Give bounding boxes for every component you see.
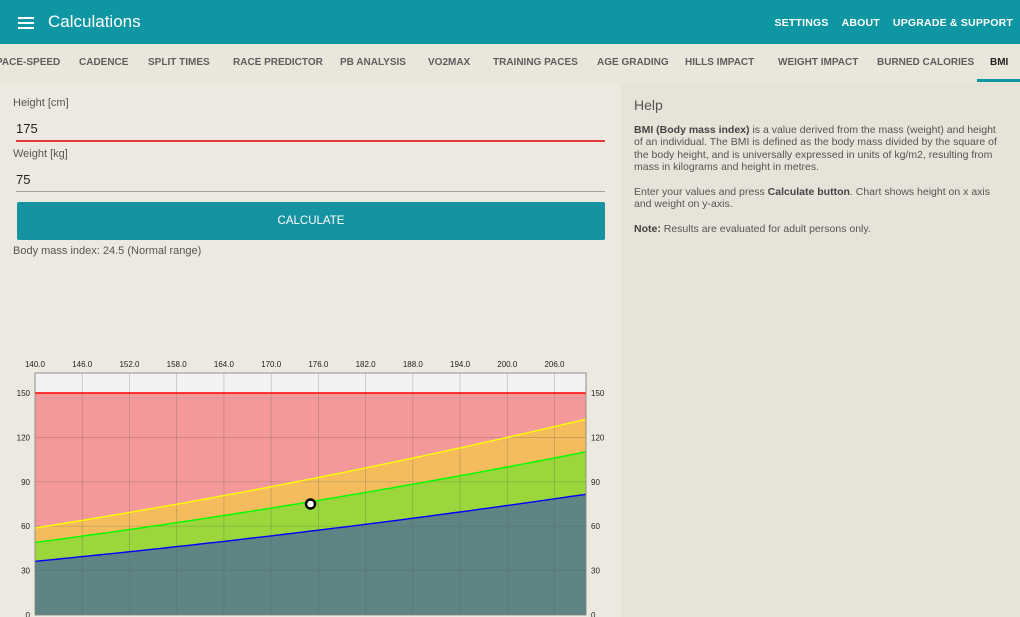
underweight-area: [35, 494, 586, 615]
help-title: Help: [634, 97, 663, 113]
tab-cadence[interactable]: CADENCE: [79, 57, 129, 68]
menu-icon[interactable]: [18, 17, 34, 29]
tab-burned-calories[interactable]: BURNED CALORIES: [877, 57, 975, 68]
y-tick-label-right: 120: [591, 433, 605, 442]
x-tick-label: 164.0: [214, 360, 235, 369]
chart-header-strip: [34, 372, 587, 394]
y-tick-label-left: 60: [21, 522, 30, 531]
y-tick-label-left: 150: [17, 389, 31, 398]
x-tick-label: 200.0: [497, 360, 518, 369]
settings-button[interactable]: SETTINGS: [774, 17, 829, 29]
help-paragraph-usage: Enter your values and press Calculate bu…: [634, 185, 990, 211]
x-tick-label: 188.0: [403, 360, 424, 369]
bmi-result: Body mass index: 24.5 (Normal range): [13, 245, 202, 257]
x-tick-label: 206.0: [544, 360, 565, 369]
plot-frame: [34, 372, 587, 616]
user-point: [304, 498, 317, 510]
x-tick-label: 170.0: [261, 360, 282, 369]
active-tab-indicator: [977, 79, 1020, 82]
tab-split-times[interactable]: SPLIT TIMES: [148, 57, 210, 68]
help-paragraph-note: Note: Results are evaluated for adult pe…: [634, 222, 871, 235]
calculator-panel: Height [cm] Weight [kg] CALCULATE Body m…: [0, 83, 621, 617]
tab-vo2max[interactable]: VO2MAX: [428, 57, 471, 68]
y-tick-label-left: 90: [21, 478, 30, 487]
tab-age-grading[interactable]: AGE GRADING: [597, 57, 669, 68]
y-tick-label-right: 150: [591, 389, 605, 398]
x-tick-label: 176.0: [308, 360, 329, 369]
y-tick-label-left: 0: [26, 611, 31, 617]
height-input[interactable]: [16, 117, 605, 139]
y-tick-label-left: 30: [21, 567, 30, 576]
x-tick-label: 182.0: [356, 360, 377, 369]
top-actions: SETTINGS ABOUT UPGRADE & SUPPORT: [774, 17, 1013, 29]
x-tick-label: 152.0: [119, 360, 140, 369]
x-tick-label: 146.0: [72, 360, 93, 369]
y-tick-label-right: 90: [591, 478, 600, 487]
x-tick-label: 140.0: [25, 360, 46, 369]
height-label: Height [cm]: [13, 97, 69, 109]
tab-weight-impact[interactable]: WEIGHT IMPACT: [778, 57, 859, 68]
tab-bmi[interactable]: BMI: [990, 57, 1009, 68]
tab-pace-speed[interactable]: PACE-SPEED: [0, 57, 61, 68]
app-title: Calculations: [48, 12, 141, 31]
height-underline: [16, 140, 605, 142]
bmi-chart: 140.0 146.0 152.0 158.0 164.0 170.0 176.0 182.0…: [17, 360, 605, 617]
about-button[interactable]: ABOUT: [841, 17, 880, 29]
underweight-line: [34, 493, 587, 562]
y-tick-label-right: 30: [591, 567, 600, 576]
x-tick-label: 194.0: [450, 360, 471, 369]
weight-underline: [16, 191, 605, 192]
tab-training-paces[interactable]: TRAINING PACES: [493, 57, 578, 68]
weight-input[interactable]: [16, 168, 605, 190]
tab-bar: PACE-SPEED CADENCE SPLIT TIMES RACE PRED…: [0, 44, 1020, 83]
tab-pb-analysis[interactable]: PB ANALYSIS: [340, 57, 406, 68]
x-tick-label: 158.0: [167, 360, 188, 369]
tab-race-predictor[interactable]: RACE PREDICTOR: [233, 57, 323, 68]
y-tick-label-left: 120: [17, 433, 31, 442]
weight-label: Weight [kg]: [13, 148, 68, 160]
upgrade-support-button[interactable]: UPGRADE & SUPPORT: [892, 17, 1013, 29]
app-bar: Calculations SETTINGS ABOUT UPGRADE & SU…: [0, 0, 1020, 44]
help-paragraph-definition: BMI (Body mass index) is a value derived…: [634, 123, 997, 174]
calculate-button[interactable]: CALCULATE: [17, 202, 605, 240]
y-tick-label-right: 0: [591, 611, 596, 617]
y-tick-label-right: 60: [591, 522, 600, 531]
overweight-line: [34, 418, 587, 529]
tab-hills-impact[interactable]: HILLS IMPACT: [685, 57, 755, 68]
help-panel: Help BMI (Body mass index) is a value de…: [621, 83, 1020, 617]
